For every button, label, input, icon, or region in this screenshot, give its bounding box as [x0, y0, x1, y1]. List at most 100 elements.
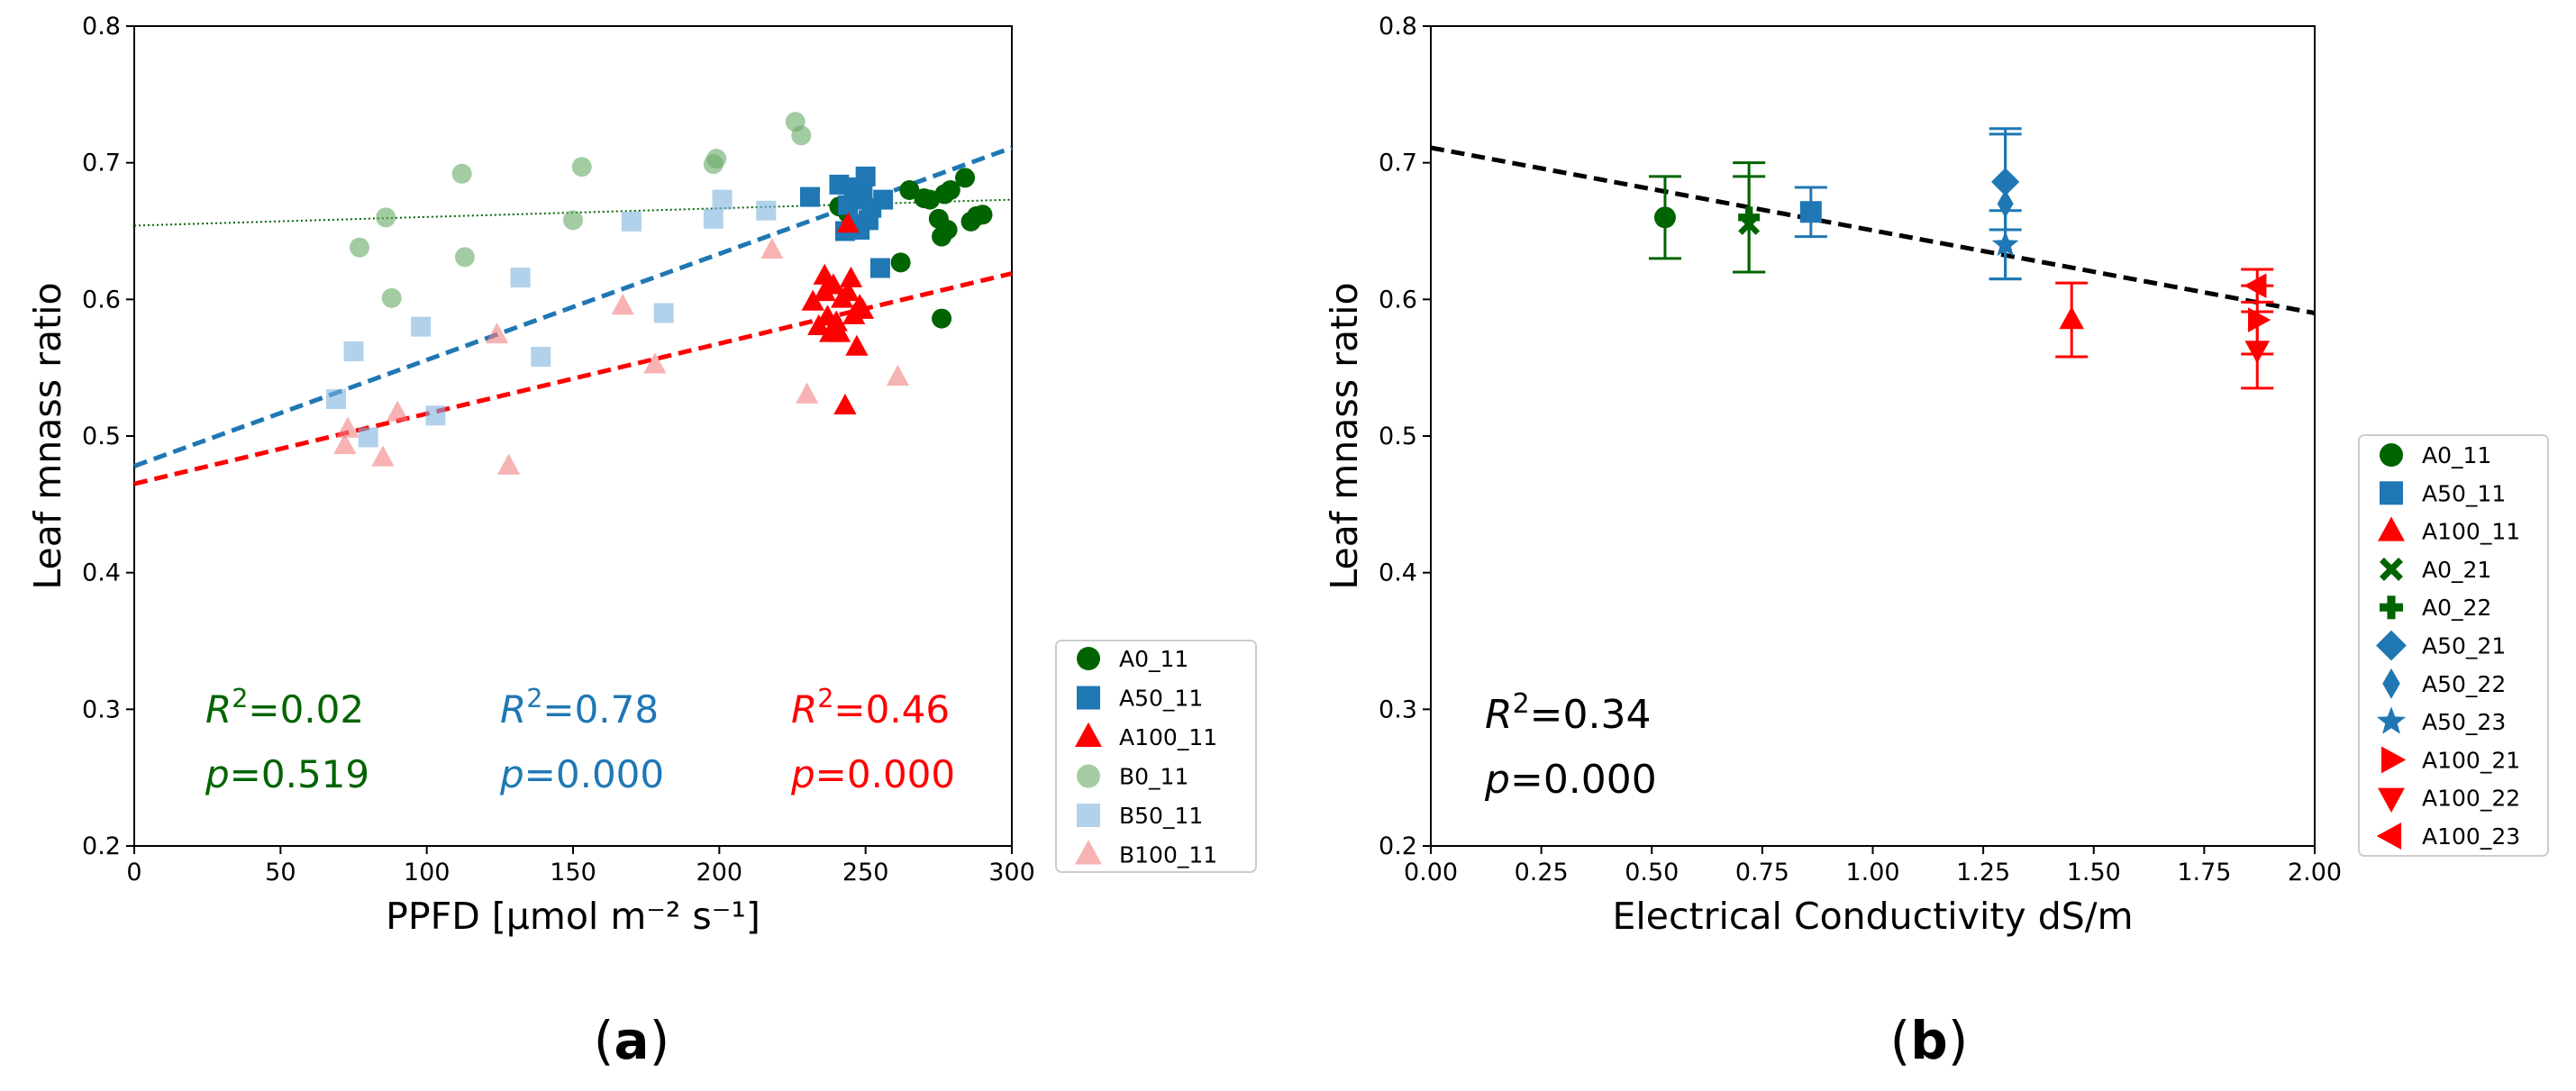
data-point: [801, 289, 824, 311]
data-point: [833, 393, 857, 414]
panel-label: (b): [1890, 1010, 1969, 1071]
data-point: [371, 445, 395, 467]
legend-item: A100_22: [2378, 786, 2520, 813]
data-point: [851, 297, 875, 319]
x-tick-label: 0.50: [1625, 859, 1679, 886]
data-point: [791, 125, 812, 146]
data-point: [386, 400, 409, 422]
y-tick-label: 0.6: [82, 286, 121, 314]
data-point: [813, 280, 836, 302]
series-A100_23: [2241, 268, 2274, 304]
x-tick-label: 0.25: [1515, 859, 1569, 886]
p-value-annotation: p=0.000: [499, 752, 664, 796]
regression-line: [1430, 145, 2316, 315]
y-tick-label: 0.2: [1379, 832, 1417, 860]
y-tick-label: 0.6: [1379, 286, 1417, 314]
data-point: [571, 157, 592, 177]
data-point: [873, 189, 894, 210]
data-point: [653, 303, 674, 323]
x-axis-label: PPFD [µmol m⁻² s⁻¹]: [386, 895, 760, 938]
data-point: [836, 280, 860, 302]
legend-marker: [2376, 823, 2402, 850]
legend-label: A0_22: [2422, 595, 2491, 621]
r-squared-annotation: R2=0.46: [791, 683, 950, 732]
y-tick-label: 0.5: [1379, 423, 1417, 450]
data-point: [485, 323, 509, 344]
legend-item: A0_21: [2380, 557, 2491, 583]
x-tick-label: 2.00: [2288, 859, 2342, 886]
legend-label: A50_22: [2422, 671, 2506, 697]
data-point: [955, 168, 976, 188]
data-point: [827, 321, 851, 342]
series-B50_11: [326, 189, 777, 448]
series-B0_11: [349, 112, 812, 308]
data-point: [1991, 231, 2019, 257]
data-point: [824, 310, 848, 332]
data-point: [381, 287, 402, 308]
legend-item: A100_21: [2380, 746, 2520, 774]
legend-label: A100_21: [2422, 747, 2520, 773]
x-tick-label: 100: [404, 859, 451, 886]
data-point: [2244, 273, 2267, 298]
legend-item: B50_11: [1077, 803, 1203, 829]
legend-label: A100_11: [1119, 724, 1217, 750]
data-point: [343, 341, 364, 361]
legend-marker: [1077, 647, 1100, 670]
panel-a-chart: 0 50 100 150 200 250 300 0.2 0.3 0.4 0.5 0.6 0.7 0.8 P…: [26, 13, 1257, 1071]
x-tick-label: 0.75: [1735, 859, 1789, 886]
data-point: [411, 316, 432, 337]
data-point: [940, 180, 960, 200]
series-A0_11: [1648, 175, 1681, 260]
data-point: [643, 352, 667, 374]
y-tick-label: 0.7: [82, 150, 121, 177]
data-point: [899, 180, 920, 200]
series-A100_11: [801, 212, 875, 414]
legend-label: A50_11: [2422, 480, 2506, 506]
data-point: [890, 252, 911, 273]
data-point: [510, 268, 531, 288]
legend-marker: [2380, 443, 2403, 467]
data-point: [336, 416, 360, 438]
x-tick-label: 1.50: [2067, 859, 2121, 886]
data-point: [358, 427, 378, 448]
legend-item: B100_11: [1075, 840, 1217, 868]
y-tick-label: 0.3: [1379, 696, 1417, 723]
data-point: [972, 205, 993, 225]
x-axis-label: Electrical Conductivity dS/m: [1612, 895, 2133, 938]
x-tick-label: 150: [550, 859, 596, 886]
data-point: [1997, 189, 2014, 218]
data-point: [454, 247, 475, 268]
data-point: [611, 294, 634, 315]
legend-item: A100_11: [1075, 722, 1217, 750]
legend-marker: [2376, 630, 2407, 661]
data-point: [845, 334, 869, 356]
legend-frame: [2358, 434, 2549, 857]
data-point: [855, 166, 876, 186]
legend-label: A100_23: [2422, 823, 2520, 850]
x-tick-label: 1.00: [1845, 859, 1899, 886]
data-point: [932, 308, 952, 329]
r-squared-annotation: R2=0.02: [205, 683, 364, 732]
data-point: [563, 210, 583, 231]
legend-item: A50_21: [2376, 630, 2506, 661]
data-point: [756, 200, 777, 221]
legend-label: B100_11: [1119, 842, 1217, 868]
y-tick-label: 0.4: [1379, 559, 1417, 587]
r-squared-annotation: R2=0.78: [500, 683, 659, 732]
legend: A0_11 A50_11 A100_11 B0_11 B50_11 B100_11: [1055, 640, 1257, 873]
legend-marker: [2376, 706, 2407, 734]
data-point: [796, 382, 819, 404]
data-point: [703, 208, 724, 229]
legend-marker: [1077, 764, 1100, 788]
data-point: [2248, 307, 2271, 332]
legend-label: A50_21: [2422, 633, 2506, 659]
panel-b-chart: 0.00 0.25 0.50 0.75 1.00 1.25 1.50 1.75 2.00 0.2 0…: [1323, 13, 2549, 1071]
x-tick-label: 0: [126, 859, 141, 886]
data-point: [333, 432, 357, 454]
r-squared-annotation: R2=0.34: [1485, 688, 1651, 739]
data-point: [886, 365, 910, 386]
legend-marker: [1075, 722, 1102, 748]
legend-marker: [2380, 746, 2407, 774]
data-point: [451, 163, 472, 184]
